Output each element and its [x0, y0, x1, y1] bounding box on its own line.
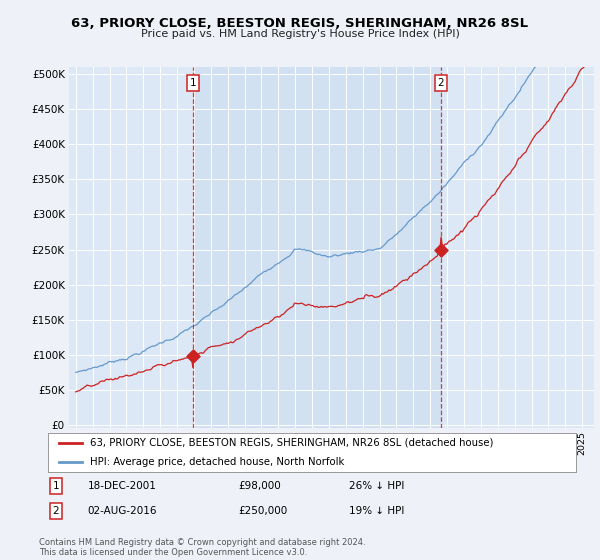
Text: 63, PRIORY CLOSE, BEESTON REGIS, SHERINGHAM, NR26 8SL: 63, PRIORY CLOSE, BEESTON REGIS, SHERING…: [71, 17, 529, 30]
Text: HPI: Average price, detached house, North Norfolk: HPI: Average price, detached house, Nort…: [90, 457, 344, 467]
Text: Price paid vs. HM Land Registry's House Price Index (HPI): Price paid vs. HM Land Registry's House …: [140, 29, 460, 39]
Text: £98,000: £98,000: [238, 481, 281, 491]
Text: Contains HM Land Registry data © Crown copyright and database right 2024.
This d: Contains HM Land Registry data © Crown c…: [39, 538, 365, 557]
Text: 18-DEC-2001: 18-DEC-2001: [88, 481, 157, 491]
Text: 02-AUG-2016: 02-AUG-2016: [88, 506, 157, 516]
Text: 1: 1: [190, 78, 197, 88]
Text: £250,000: £250,000: [238, 506, 287, 516]
Point: [436, 245, 446, 254]
Text: 26% ↓ HPI: 26% ↓ HPI: [349, 481, 404, 491]
Text: 63, PRIORY CLOSE, BEESTON REGIS, SHERINGHAM, NR26 8SL (detached house): 63, PRIORY CLOSE, BEESTON REGIS, SHERING…: [90, 438, 494, 448]
Point: [188, 352, 198, 361]
Text: 2: 2: [53, 506, 59, 516]
Text: 1: 1: [53, 481, 59, 491]
Bar: [193, 67, 441, 428]
Text: 19% ↓ HPI: 19% ↓ HPI: [349, 506, 404, 516]
Text: 2: 2: [437, 78, 444, 88]
